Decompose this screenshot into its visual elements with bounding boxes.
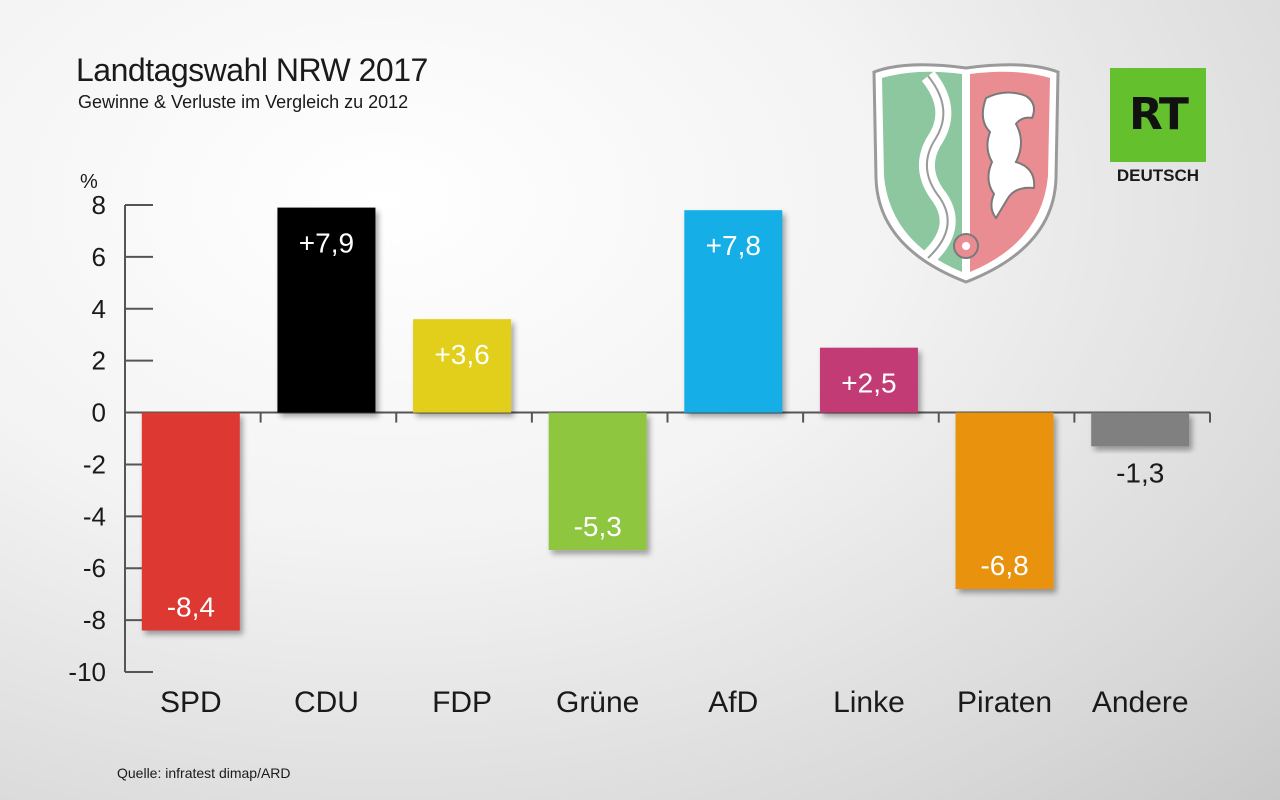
- value-label-andere: -1,3: [1116, 457, 1164, 488]
- nrw-coat-of-arms-icon: [872, 63, 1060, 284]
- bar-piraten: [955, 412, 1054, 589]
- y-tick-label: 0: [92, 398, 106, 428]
- category-label-spd: SPD: [160, 686, 222, 719]
- bar-andere: [1091, 412, 1190, 447]
- rt-logo-mark: RT: [1129, 89, 1189, 140]
- bar-linke: [819, 347, 918, 413]
- rt-deutsch-logo: RT DEUTSCH: [1110, 68, 1206, 186]
- y-tick-label: -4: [83, 501, 106, 531]
- category-label-afd: AfD: [708, 686, 758, 719]
- value-label-fdp: +3,6: [434, 339, 489, 370]
- category-label-grüne: Grüne: [556, 686, 639, 719]
- y-tick-label: 2: [92, 346, 106, 376]
- bar-grüne: [548, 412, 647, 551]
- y-tick-label: -10: [68, 657, 106, 687]
- value-label-cdu: +7,9: [299, 228, 354, 259]
- y-tick-label: -2: [83, 449, 106, 479]
- bar-fdp: [413, 319, 512, 413]
- chart-subtitle: Gewinne & Verluste im Vergleich zu 2012: [78, 92, 409, 112]
- y-tick-label: 4: [92, 294, 106, 324]
- category-label-linke: Linke: [833, 686, 905, 719]
- y-tick-label: 6: [92, 242, 106, 272]
- bar-cdu: [277, 207, 376, 413]
- bar-afd: [684, 210, 783, 413]
- y-axis-unit-label: %: [80, 171, 98, 193]
- y-tick-label: -8: [83, 605, 106, 635]
- value-label-linke: +2,5: [841, 368, 896, 399]
- value-label-grüne: -5,3: [574, 511, 622, 542]
- category-label-andere: Andere: [1092, 686, 1189, 719]
- value-label-piraten: -6,8: [980, 550, 1028, 581]
- source-note: Quelle: infratest dimap/ARD: [117, 765, 291, 781]
- value-label-afd: +7,8: [706, 230, 761, 261]
- y-tick-label: 8: [92, 190, 106, 220]
- chart-title: Landtagswahl NRW 2017: [76, 52, 428, 88]
- value-label-spd: -8,4: [167, 591, 215, 622]
- category-label-piraten: Piraten: [957, 686, 1052, 719]
- rt-logo-subtitle: DEUTSCH: [1116, 166, 1200, 185]
- category-label-cdu: CDU: [294, 686, 359, 719]
- bar-spd: [141, 412, 240, 631]
- category-label-fdp: FDP: [432, 686, 492, 719]
- y-tick-label: -6: [83, 553, 106, 583]
- rt-logo-box: RT: [1110, 68, 1206, 162]
